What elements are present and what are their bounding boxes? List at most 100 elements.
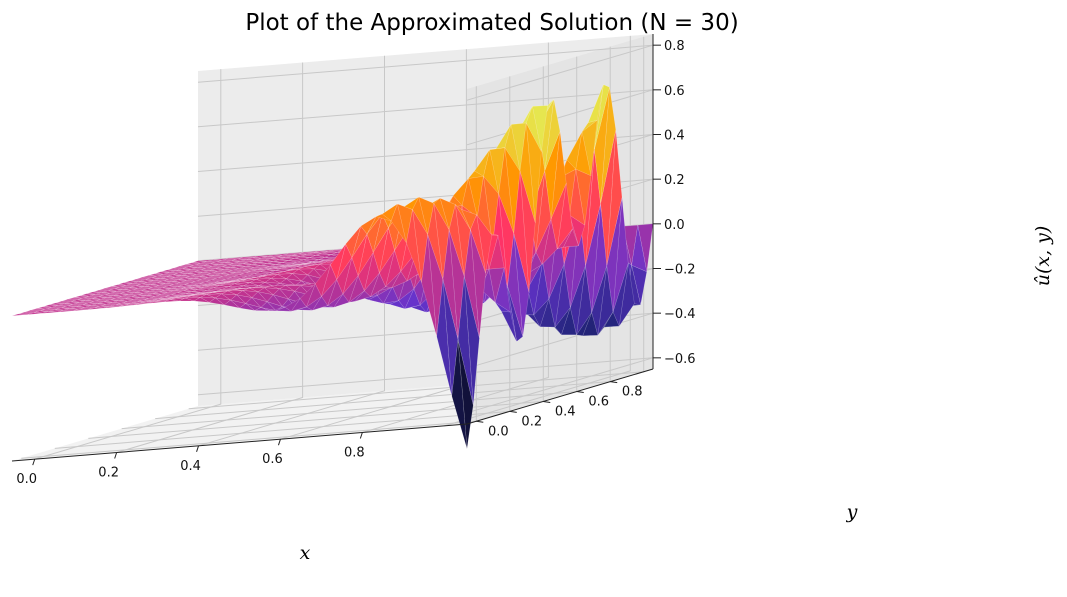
surface-facet xyxy=(245,265,261,268)
surface-facet xyxy=(145,299,161,302)
surface-facet xyxy=(269,307,286,311)
surface-facet xyxy=(495,302,511,313)
surface-facet xyxy=(130,301,146,304)
surface-facet xyxy=(115,302,131,305)
surface-facet xyxy=(232,274,248,278)
surface-facet xyxy=(148,301,164,304)
surface-facet xyxy=(214,273,230,276)
surface-facet xyxy=(173,266,189,269)
surface-facet xyxy=(135,277,152,280)
surface-facet xyxy=(180,286,196,290)
x-tick-mark xyxy=(114,452,118,459)
surface-facet xyxy=(206,266,222,269)
surface-facet xyxy=(78,307,95,310)
x-axis-line xyxy=(11,423,468,462)
surface-facet xyxy=(404,304,421,309)
surface-facet xyxy=(187,271,203,274)
x-tick-mark xyxy=(32,458,36,466)
surface-facet xyxy=(260,263,276,266)
surface-facet xyxy=(209,268,225,271)
surface-facet xyxy=(164,288,181,291)
surface-facet xyxy=(113,286,130,290)
surface-facet xyxy=(357,252,374,292)
surface-facet xyxy=(436,279,452,397)
surface-facet xyxy=(147,286,163,290)
surface-facet xyxy=(238,303,255,311)
y-tick-label: 0.0 xyxy=(488,424,509,439)
surface-facet xyxy=(264,282,281,287)
x-tick-label: 0.4 xyxy=(180,459,201,474)
x-axis-label: x xyxy=(300,542,311,564)
surface-facet xyxy=(174,281,190,285)
surface-facet xyxy=(182,294,198,297)
surface-facet xyxy=(186,285,202,288)
surface-facet xyxy=(42,311,58,314)
surface-facet xyxy=(64,301,80,304)
z-tick-label: 0.0 xyxy=(664,218,685,233)
surface-facet xyxy=(252,255,268,258)
surface-facet xyxy=(223,299,241,309)
surface-facet xyxy=(315,252,332,256)
z-tick-label: −0.2 xyxy=(664,263,696,278)
surface-facet xyxy=(151,275,167,279)
surface-facet xyxy=(233,268,249,271)
surface-facet xyxy=(507,233,523,337)
surface-facet xyxy=(11,313,28,316)
surface-facet xyxy=(619,263,635,327)
surface-facet xyxy=(76,297,92,301)
surface-facet xyxy=(67,303,83,307)
surface-facet xyxy=(243,282,259,287)
z-tick-label: 0.2 xyxy=(664,173,685,188)
surface-facet xyxy=(294,285,311,296)
surface-facet xyxy=(223,273,239,277)
surface-facet xyxy=(176,290,192,294)
surface-facet xyxy=(513,171,530,293)
surface-facet xyxy=(147,280,163,283)
surface-facet xyxy=(235,277,251,281)
z-tick-label: 0.4 xyxy=(664,129,685,144)
surface-facet xyxy=(149,295,165,299)
surface-facet xyxy=(144,284,160,287)
surface-facet xyxy=(211,270,228,274)
surface-facet xyxy=(307,268,324,280)
surface-facet xyxy=(266,261,283,264)
surface-facet xyxy=(273,260,289,263)
surface-facet xyxy=(207,282,223,285)
z-tick-label: −0.6 xyxy=(664,352,696,367)
surface-facet xyxy=(109,297,126,301)
surface-facet xyxy=(198,282,214,285)
surface-facet xyxy=(550,131,567,220)
x-tick-label: 0.8 xyxy=(344,446,365,461)
surface-facet xyxy=(227,289,243,292)
x-gridline xyxy=(444,35,631,427)
surface-facet xyxy=(133,303,149,306)
surface-facet xyxy=(128,292,144,295)
y-tick-mark xyxy=(543,400,551,403)
surface-facet xyxy=(189,280,206,284)
surface-facet xyxy=(158,290,175,293)
surface-facet xyxy=(39,308,55,312)
surface-facet xyxy=(248,267,264,270)
surface-facet xyxy=(226,278,242,281)
surface-facet xyxy=(442,229,459,340)
surface-facet xyxy=(194,263,210,266)
surface-facet xyxy=(176,295,192,299)
surface-facet xyxy=(132,281,148,284)
surface-facet xyxy=(379,250,395,288)
surface-facet xyxy=(140,295,156,298)
surface-facet xyxy=(282,261,298,265)
surface-facet xyxy=(165,281,181,284)
surface-facet xyxy=(178,277,194,280)
surface-facet xyxy=(143,291,159,294)
x-tick-mark xyxy=(196,445,200,452)
surface-facet xyxy=(161,292,177,295)
surface-facet xyxy=(299,283,316,308)
surface-facet xyxy=(451,339,468,449)
surface-facet xyxy=(348,290,365,303)
surface-facet xyxy=(58,303,74,306)
surface-facet xyxy=(199,274,215,277)
surface-facet xyxy=(219,283,235,286)
surface-facet xyxy=(204,285,220,288)
surface-facet xyxy=(117,282,133,285)
